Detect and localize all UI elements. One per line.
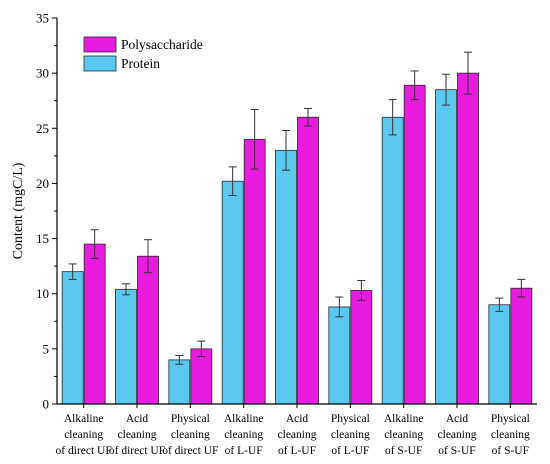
x-category-label-line: of S-UF bbox=[385, 445, 422, 457]
y-axis-label: Content (mgC/L) bbox=[11, 162, 26, 259]
x-category-label-line: of direct UF bbox=[162, 445, 218, 457]
y-tick-label-10: 10 bbox=[36, 286, 49, 301]
bar-polysaccharide-8 bbox=[457, 72, 479, 405]
y-tick-label-30: 30 bbox=[36, 66, 49, 81]
y-tick-label-20: 20 bbox=[36, 176, 49, 191]
legend-swatch-protein bbox=[83, 55, 117, 72]
x-category-label-line: of L-UF bbox=[331, 445, 369, 457]
x-category-label-line: cleaning bbox=[64, 429, 103, 441]
x-category-label-line: cleaning bbox=[384, 429, 423, 441]
bar-protein-7 bbox=[381, 116, 404, 405]
y-tick-label-15: 15 bbox=[36, 231, 49, 246]
bar-polysaccharide-5 bbox=[297, 116, 319, 405]
x-category-label-line: of S-UF bbox=[492, 445, 529, 457]
x-category-label-line: of L-UF bbox=[278, 445, 316, 457]
bar-polysaccharide-4 bbox=[243, 138, 266, 405]
y-tick-label-5: 5 bbox=[43, 341, 50, 356]
error-bars-group bbox=[68, 51, 526, 365]
x-category-label-4: Alkaline cleaning of L-UF bbox=[224, 413, 264, 457]
x-category-label-line: cleaning bbox=[491, 429, 530, 441]
x-category-label-5: Acid cleaning of L-UF bbox=[278, 413, 317, 457]
bar-protein-8 bbox=[435, 89, 457, 405]
x-category-label-line: Physical bbox=[171, 413, 210, 425]
bar-polysaccharide-3 bbox=[190, 348, 213, 405]
bar-polysaccharide-9 bbox=[510, 287, 533, 405]
x-category-label-9: Physical cleaning of S-UF bbox=[491, 413, 530, 457]
legend-label-protein: Protein bbox=[121, 56, 160, 71]
x-category-label-8: Acid cleaning of S-UF bbox=[438, 413, 477, 457]
bar-protein-1 bbox=[61, 271, 84, 405]
legend-label-polysaccharide: Polysaccharide bbox=[121, 37, 203, 52]
x-category-label-line: Alkaline bbox=[64, 413, 104, 425]
x-category-label-line: cleaning bbox=[171, 429, 210, 441]
bar-protein-5 bbox=[275, 149, 297, 405]
x-category-label-line: Physical bbox=[331, 413, 370, 425]
y-axis-label-group: Content (mgC/L) bbox=[11, 162, 26, 259]
bars-group bbox=[61, 72, 533, 405]
y-tick-label-0: 0 bbox=[43, 397, 50, 412]
x-category-label-line: cleaning bbox=[438, 429, 477, 441]
x-category-label-line: of L-UF bbox=[225, 445, 263, 457]
x-category-label-line: of direct UF bbox=[109, 445, 165, 457]
bar-protein-9 bbox=[488, 304, 511, 405]
bar-polysaccharide-2 bbox=[137, 255, 159, 405]
x-category-labels-group: Alkaline cleaning of direct UF Acid cleaning… bbox=[56, 404, 530, 457]
x-category-label-line: of direct UF bbox=[56, 445, 112, 457]
x-category-label-line: Alkaline bbox=[384, 413, 424, 425]
x-category-label-line: Acid bbox=[126, 413, 149, 425]
y-tick-label-25: 25 bbox=[36, 121, 49, 136]
legend: Polysaccharide Protein bbox=[83, 36, 203, 72]
x-category-label-line: Acid bbox=[446, 413, 469, 425]
x-category-label-line: of S-UF bbox=[438, 445, 475, 457]
x-category-label-2: Acid cleaning of direct UF bbox=[109, 413, 165, 457]
bar-protein-4 bbox=[221, 180, 244, 405]
x-category-label-line: Alkaline bbox=[224, 413, 264, 425]
x-category-label-3: Physical cleaning of direct UF bbox=[162, 413, 218, 457]
x-category-label-line: cleaning bbox=[278, 429, 317, 441]
bar-polysaccharide-1 bbox=[83, 243, 106, 405]
x-category-label-7: Alkaline cleaning of S-UF bbox=[384, 413, 424, 457]
x-category-label-6: Physical cleaning of L-UF bbox=[331, 413, 370, 457]
bar-protein-3 bbox=[168, 359, 191, 405]
legend-swatch-polysaccharide bbox=[83, 36, 117, 53]
bar-polysaccharide-7 bbox=[403, 84, 426, 405]
x-category-label-line: cleaning bbox=[331, 429, 370, 441]
x-category-label-line: Physical bbox=[491, 413, 530, 425]
y-tick-label-35: 35 bbox=[36, 11, 49, 26]
y-ticks-group: 0 5 10 15 20 25 30 35 bbox=[36, 11, 57, 412]
bar-protein-2 bbox=[115, 288, 137, 405]
bar-polysaccharide-6 bbox=[350, 290, 373, 405]
x-category-label-line: cleaning bbox=[118, 429, 157, 441]
x-category-label-line: cleaning bbox=[224, 429, 263, 441]
x-category-label-line: Acid bbox=[286, 413, 309, 425]
x-category-label-1: Alkaline cleaning of direct UF bbox=[56, 413, 112, 457]
bar-protein-6 bbox=[328, 306, 351, 405]
